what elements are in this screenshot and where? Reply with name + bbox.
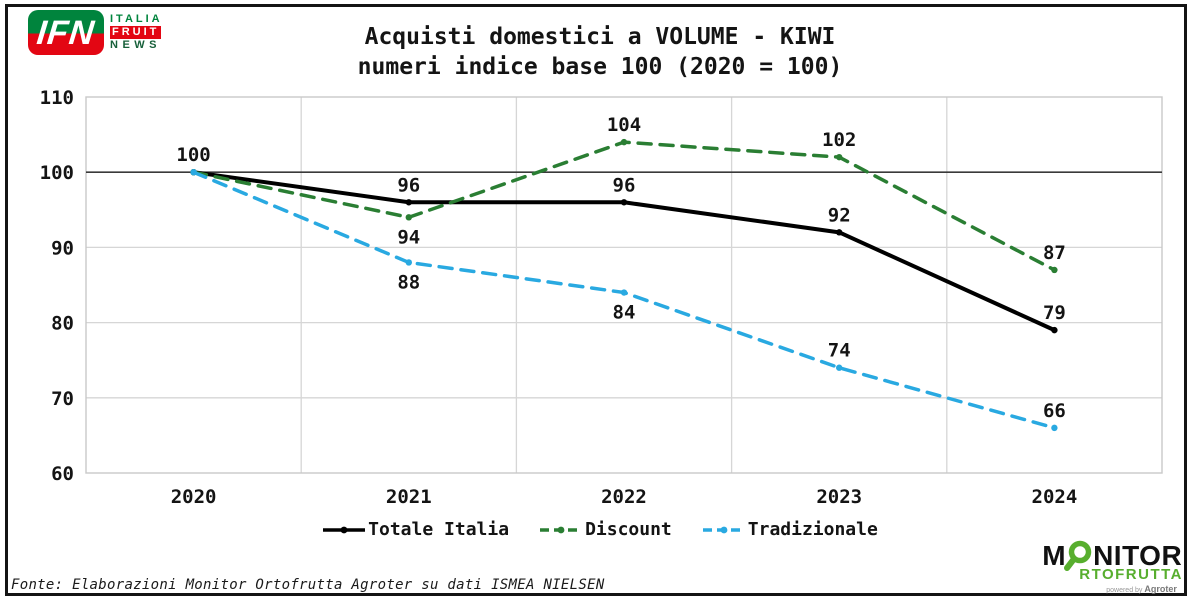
data-label: 74 [828, 340, 851, 362]
ifn-logo-badge: IFN [28, 10, 104, 55]
chart-title-line1: Acquisti domestici a VOLUME - KIWI [364, 24, 836, 50]
legend-marker-discount [540, 526, 583, 533]
data-label: 102 [822, 129, 856, 151]
legend-marker-dot [720, 526, 728, 533]
series-totale-italia: 100 96 96 92 79 [176, 144, 1066, 334]
legend-label-discount: Discount [585, 519, 672, 540]
data-point-marker [836, 153, 843, 161]
x-tick-label: 2022 [601, 486, 647, 508]
series-tradizionale: 88 84 74 66 [190, 169, 1066, 432]
y-tick-label: 60 [51, 463, 74, 485]
data-point-marker [405, 199, 412, 206]
data-label: 96 [613, 174, 636, 196]
legend-item-tradizionale: Tradizionale [702, 519, 878, 540]
data-label: 104 [607, 114, 641, 136]
y-tick-label: 100 [40, 162, 74, 184]
data-label: 87 [1043, 242, 1066, 264]
monitor-letters-nitor: NITOR [1093, 540, 1183, 571]
y-tick-label: 90 [51, 237, 74, 259]
data-label: 92 [828, 204, 851, 226]
chart-legend: Totale Italia Discount Tradizionale [0, 519, 1200, 540]
y-tick-label: 70 [51, 388, 74, 410]
series-line-tradizionale [191, 170, 1057, 430]
data-label: 96 [397, 174, 420, 196]
data-label: 94 [397, 226, 420, 248]
agroter-brand-text: Agroter [1144, 584, 1177, 594]
legend-label-tradizionale: Tradizionale [747, 519, 878, 540]
ifn-logo-wordmark: ITALIA FRUIT NEWS [110, 13, 163, 52]
ifn-word-fruit: FRUIT [110, 26, 162, 39]
data-point-marker [1051, 266, 1058, 274]
data-label: 84 [613, 302, 636, 324]
data-label: 88 [397, 271, 420, 293]
x-tick-label: 2024 [1032, 486, 1078, 508]
data-point-marker [1051, 326, 1058, 334]
y-tick-label: 110 [40, 87, 74, 109]
data-point-marker [836, 364, 843, 371]
legend-marker-dot [340, 526, 348, 533]
monitor-logo-line2: RTOFRUTTA [1079, 566, 1183, 583]
ifn-word-italia: ITALIA [110, 13, 163, 25]
ifn-logo: IFN ITALIA FRUIT NEWS [28, 10, 163, 55]
legend-label-totale-italia: Totale Italia [368, 519, 510, 540]
data-point-marker [190, 169, 197, 176]
powered-by-text: powered by [1106, 587, 1145, 594]
data-point-marker [620, 289, 628, 296]
legend-marker-dot [557, 526, 565, 533]
legend-marker-tradizionale [702, 526, 745, 533]
data-label: 100 [176, 144, 210, 166]
data-point-marker [405, 259, 412, 266]
plot-border [85, 96, 1163, 474]
x-tick-label: 2020 [171, 486, 217, 508]
data-point-marker [1051, 424, 1058, 432]
data-point-marker [620, 138, 628, 146]
monitor-letter-m: M [1042, 540, 1067, 571]
legend-item-totale-italia: Totale Italia [322, 519, 509, 540]
legend-marker-totale-italia [323, 526, 366, 533]
source-note: Fonte: Elaborazioni Monitor Ortofrutta A… [11, 577, 605, 593]
data-point-marker [405, 214, 412, 221]
monitor-ortofrutta-logo: M NITOR RTOFRUTTA powered by Agroter [1042, 540, 1183, 594]
y-tick-label: 80 [51, 313, 74, 335]
series-discount: 94 104 102 87 [190, 114, 1066, 274]
data-label: 66 [1043, 400, 1066, 422]
legend-item-discount: Discount [539, 519, 672, 540]
magnifier-icon [1064, 540, 1092, 571]
data-label: 79 [1043, 302, 1066, 324]
x-tick-label: 2021 [386, 486, 432, 508]
data-point-marker [836, 229, 843, 236]
series-line-discount [191, 140, 1057, 272]
x-tick-label: 2023 [816, 486, 862, 508]
monitor-logo-line1: M NITOR [1042, 540, 1183, 572]
ifn-word-news: NEWS [110, 39, 161, 51]
data-point-marker [620, 199, 628, 206]
chart-title-line2: numeri indice base 100 (2020 = 100) [357, 54, 843, 80]
monitor-logo-powered-by: powered by Agroter [1106, 584, 1183, 594]
chart-title: Acquisti domestici a VOLUME - KIWI numer… [0, 22, 1200, 82]
